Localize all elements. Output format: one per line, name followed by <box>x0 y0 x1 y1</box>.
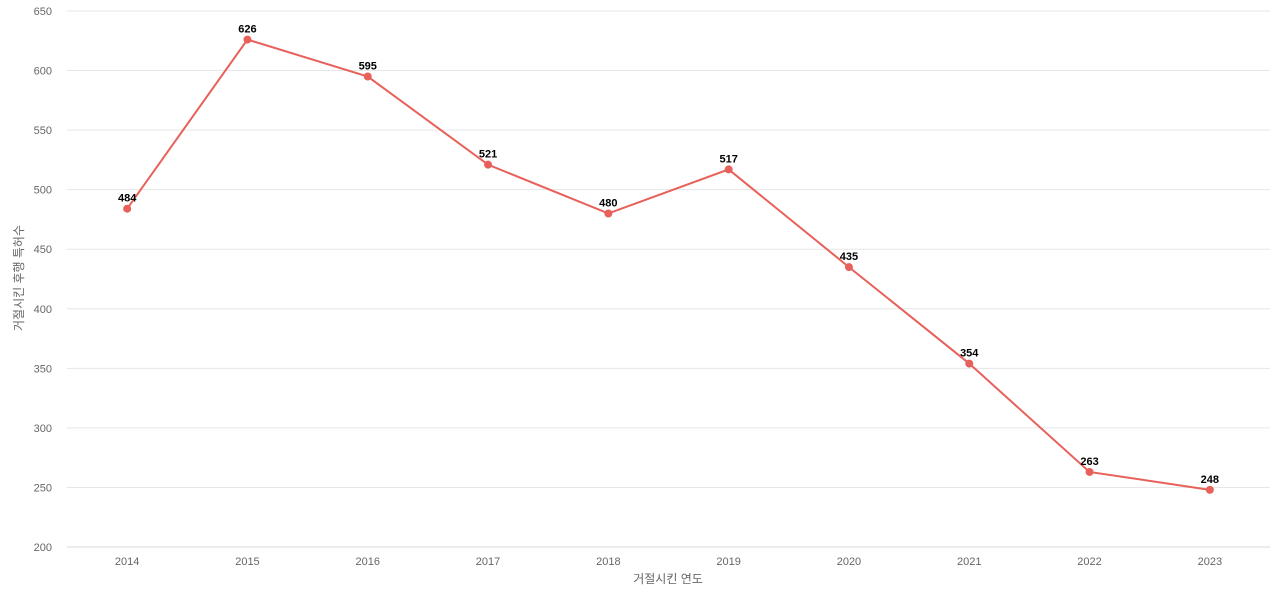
y-axis-title: 거절시킨 후행 특허수 <box>11 225 26 331</box>
data-label: 480 <box>599 197 617 209</box>
data-point[interactable] <box>123 204 132 213</box>
data-point[interactable] <box>1205 485 1214 494</box>
data-label: 521 <box>479 149 497 161</box>
y-axis-ticks: 200 250 300 350 400 450 500 550 600 650 <box>34 6 52 554</box>
x-tick-label: 2020 <box>837 556 861 568</box>
x-tick-label: 2023 <box>1198 556 1222 568</box>
x-tick-label: 2018 <box>596 556 620 568</box>
data-point[interactable] <box>724 165 733 174</box>
y-tick-label: 500 <box>34 185 52 197</box>
data-point[interactable] <box>243 35 252 44</box>
y-tick-label: 600 <box>34 66 52 78</box>
data-label: 435 <box>840 251 858 263</box>
data-point[interactable] <box>363 72 372 81</box>
x-tick-label: 2022 <box>1077 556 1101 568</box>
data-label: 484 <box>118 193 137 205</box>
x-tick-label: 2017 <box>476 556 500 568</box>
y-tick-label: 300 <box>34 423 52 435</box>
x-tick-label: 2015 <box>235 556 259 568</box>
data-label: 248 <box>1201 474 1219 486</box>
series-group <box>123 35 1214 494</box>
data-point[interactable] <box>604 209 613 218</box>
series-line <box>126 38 1210 491</box>
data-label: 595 <box>359 61 377 73</box>
x-tick-label: 2016 <box>356 556 380 568</box>
data-label: 263 <box>1080 456 1098 468</box>
x-tick-label: 2021 <box>957 556 981 568</box>
y-tick-label: 400 <box>34 304 52 316</box>
y-tick-label: 550 <box>34 125 52 137</box>
data-point[interactable] <box>484 160 493 169</box>
y-tick-label: 450 <box>34 244 52 256</box>
x-axis-title: 거절시킨 연도 <box>633 572 703 586</box>
data-label: 517 <box>719 153 737 165</box>
y-tick-label: 650 <box>34 6 52 18</box>
data-point[interactable] <box>844 263 853 272</box>
data-point[interactable] <box>1085 467 1094 476</box>
grid-lines <box>67 10 1270 488</box>
data-labels: 484 626 595 521 480 517 435 354 263 248 <box>118 24 1219 486</box>
y-tick-label: 200 <box>34 542 52 554</box>
x-tick-label: 2019 <box>716 556 740 568</box>
data-label: 626 <box>238 24 256 36</box>
data-point[interactable] <box>965 359 974 368</box>
data-label: 354 <box>960 348 979 360</box>
y-tick-label: 350 <box>34 363 52 375</box>
x-tick-label: 2014 <box>115 556 139 568</box>
x-axis-ticks: 2014 2015 2016 2017 2018 2019 2020 2021 2022 2023 <box>115 556 1222 568</box>
y-tick-label: 250 <box>34 482 52 494</box>
